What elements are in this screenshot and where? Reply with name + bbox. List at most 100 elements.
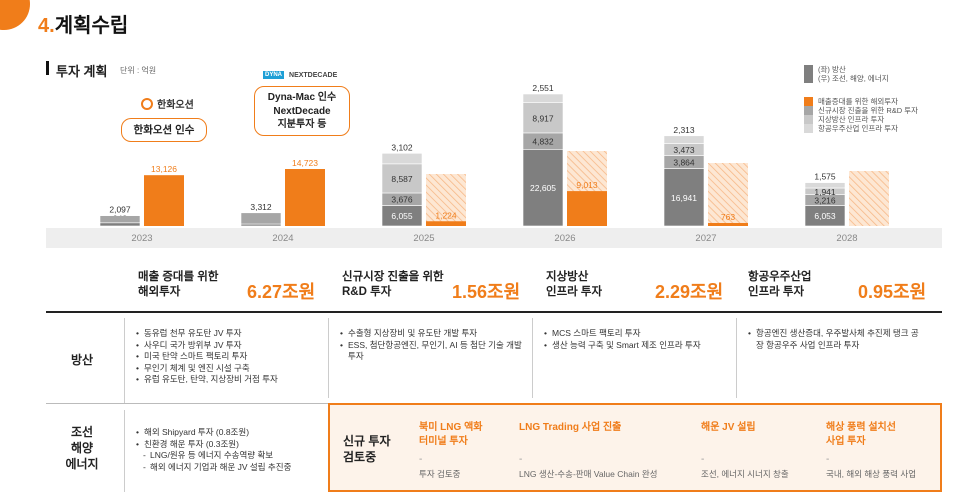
dyna-callout-line3: 지분투자 등 <box>277 119 327 130</box>
investment-chart: 9432,09713,12620235793,31214,72320246,05… <box>99 83 889 244</box>
bar-right-2023 <box>144 175 184 226</box>
data-label: 1,941 <box>814 187 836 197</box>
data-label: 3,312 <box>250 202 272 212</box>
data-label: 16,941 <box>671 193 697 203</box>
list-item: 항공엔진 생산증대, 우주발사체 추진제 탱크 공장 항공우주 사업 인프라 투… <box>748 328 922 351</box>
review-item-lng-terminal: 북미 LNG 액화 터미널 투자 - 투자 검토중 <box>419 421 511 481</box>
review-item-desc: 국내, 해외 해상 풍력 사업 <box>826 469 917 479</box>
defense-cell-rnd: 수출형 지상장비 및 유도탄 개발 투자 ESS, 첨단항공엔진, 무인기, A… <box>340 328 522 363</box>
data-label: 2,313 <box>673 125 695 135</box>
legend-label: 항공우주산업 인프라 투자 <box>818 124 899 133</box>
bar-segment-2026-3 <box>522 93 564 103</box>
data-label: 8,587 <box>391 174 413 184</box>
bar-segment-2023-1 <box>99 215 141 224</box>
data-label: 3,676 <box>391 195 413 205</box>
metric-label-3: 지상방산 인프라 투자 <box>546 270 602 300</box>
list-sub-item: LNG/원유 등 에너지 수송역량 확보 <box>136 450 324 462</box>
data-label: 3,216 <box>814 196 836 206</box>
projection-hatch-2027 <box>708 163 748 226</box>
review-item-desc: 투자 검토중 <box>419 469 461 479</box>
list-item: 동유럽 천무 유도탄 JV 투자 <box>136 328 324 340</box>
column-divider <box>532 318 533 398</box>
bar-right-2026 <box>567 191 607 226</box>
bar-segment-2026-2 <box>522 102 564 134</box>
data-label: 8,917 <box>532 113 554 123</box>
data-label: 763 <box>721 212 735 222</box>
shipbuilding-cell: 해외 Shipyard 투자 (0.8조원) 친환경 해운 투자 (0.3조원)… <box>136 427 324 473</box>
list-item: 무인기 체계 및 엔진 시설 구축 <box>136 363 324 375</box>
review-title-line: 검토중 <box>343 450 377 464</box>
subsection-bar <box>46 61 49 75</box>
review-item-dash: - <box>419 454 423 465</box>
metric-label-4: 항공우주산업 인프라 투자 <box>748 270 811 300</box>
review-item-dash: - <box>519 454 523 465</box>
data-label: 2,097 <box>109 205 131 215</box>
projection-hatch-2025 <box>426 174 466 226</box>
hanwha-logo-text: 한화오션 <box>157 100 194 111</box>
legend-item: 항공우주산업 인프라 투자 <box>804 124 918 133</box>
review-item-title: 해상 풍력 설치선 <box>826 422 896 433</box>
x-tick-label: 2024 <box>272 233 293 244</box>
legend-item: 매출증대를 위한 해외투자 <box>804 97 918 106</box>
review-item-title: 북미 LNG 액화 <box>419 422 483 433</box>
data-label: 2,551 <box>532 83 554 93</box>
bar-segment-2023-0 <box>99 222 141 227</box>
row-divider <box>46 403 328 404</box>
list-item: 해외 Shipyard 투자 (0.8조원) <box>136 427 324 439</box>
metric-line2: R&D 투자 <box>342 286 392 298</box>
bar-right-2025 <box>426 221 466 226</box>
legend-item: 신규시장 진출을 위한 R&D 투자 <box>804 106 918 115</box>
data-label: 4,832 <box>532 137 554 147</box>
hanwha-callout: 한화오션 인수 <box>121 118 207 142</box>
review-item-desc: 조선, 에너지 시너지 창출 <box>701 469 789 479</box>
legend-swatch <box>804 106 813 115</box>
x-tick-label: 2028 <box>836 233 857 244</box>
legend-swatch <box>804 115 813 124</box>
legend-swatch <box>804 65 813 83</box>
review-item-offshore-wind: 해상 풍력 설치선 사업 투자 - 국내, 해외 해상 풍력 사업 <box>826 421 936 481</box>
section-number: 4. <box>38 15 55 37</box>
metric-line2: 인프라 투자 <box>546 286 603 298</box>
review-item-title: 해운 JV 설립 <box>701 422 756 433</box>
row-label-line: 조선 <box>70 425 94 439</box>
legend-label: 매출증대를 위한 해외투자 <box>818 97 899 106</box>
nextdecade-logo-text: NEXTDECADE <box>289 71 338 79</box>
metric-value-3: 2.29조원 <box>655 282 724 302</box>
review-item-title <box>519 435 699 449</box>
data-label: 22,605 <box>530 183 556 193</box>
data-label: 3,864 <box>673 157 695 167</box>
dyna-nextdecade-logo: DYNA NEXTDECADE <box>263 71 337 79</box>
hanwha-callout-text: 한화오션 인수 <box>133 124 195 136</box>
data-label: 3,473 <box>673 145 695 155</box>
defense-cell-overseas: 동유럽 천무 유도탄 JV 투자 사우디 국가 방위부 JV 투자 미국 탄약 … <box>136 328 324 386</box>
dyna-callout-line2: NextDecade <box>273 105 331 117</box>
review-item-desc: LNG 생산-수송-판매 Value Chain 완성 <box>519 469 658 479</box>
row-label-defense: 방산 <box>70 353 94 367</box>
review-item-title <box>701 435 813 449</box>
review-item-title: 터미널 투자 <box>419 436 468 447</box>
page-title: 4.계획수립 <box>38 9 128 38</box>
table-header-divider <box>46 311 942 313</box>
defense-cell-ground: MCS 스마트 팩토리 투자 생산 능력 구축 및 Smart 제조 인프라 투… <box>544 328 730 351</box>
bar-segment-2025-2 <box>381 163 423 194</box>
list-sub-item: 해외 에너지 기업과 해운 JV 설립 추진중 <box>136 462 324 474</box>
column-divider <box>124 318 125 404</box>
new-investment-review-box <box>328 403 942 492</box>
dyna-callout-line1: Dyna-Mac 인수 <box>267 92 337 103</box>
data-label: 1,224 <box>435 210 457 220</box>
metric-value-4: 0.95조원 <box>858 282 927 302</box>
column-divider <box>328 318 329 398</box>
x-tick-label: 2027 <box>695 233 716 244</box>
projection-hatch-2028 <box>849 171 889 226</box>
legend-stack-group: 매출증대를 위한 해외투자 신규시장 진출을 위한 R&D 투자 지상방산 인프… <box>804 97 918 133</box>
legend-item: 지상방산 인프라 투자 <box>804 115 918 124</box>
review-item-title: 사업 투자 <box>826 436 866 447</box>
hanwha-ocean-logo: 한화오션 <box>141 96 194 111</box>
review-item-dash: - <box>826 454 830 465</box>
review-item-lng-trading: LNG Trading 사업 진출 - LNG 생산-수송-판매 Value C… <box>519 421 699 481</box>
legend-label: (좌) 방산 <box>818 65 846 74</box>
list-item: 수출형 지상장비 및 유도탄 개발 투자 <box>340 328 522 340</box>
list-item: 친환경 해운 투자 (0.3조원) <box>136 439 324 451</box>
metric-line1: 신규시장 진출을 위한 <box>342 271 444 283</box>
data-label: 13,126 <box>151 164 177 174</box>
